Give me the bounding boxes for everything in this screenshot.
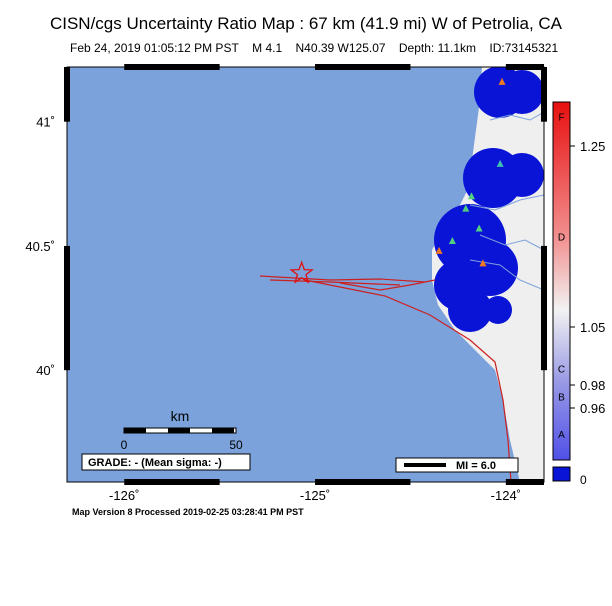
colorbar-grade-letter: A <box>558 430 565 441</box>
fault-lines <box>259 275 512 482</box>
lon-tick-label: -124˚ <box>491 488 521 503</box>
uncertainty-blobs <box>434 67 544 332</box>
frame-ticks <box>64 64 547 485</box>
colorbar-zero-label: 0 <box>580 473 587 487</box>
colorbar-grade-letter: F <box>558 113 564 124</box>
scalebar-end: 50 <box>229 438 243 452</box>
station-triangle-icon <box>479 259 487 267</box>
event-depth: Depth: 11.1km <box>398 41 477 55</box>
colorbar-grade-letter: B <box>558 393 565 404</box>
lat-tick-label: 40.5˚ <box>25 239 55 254</box>
event-info: Feb 24, 2019 01:05:12 PM PST M 4.1 N40.3… <box>70 41 568 55</box>
station-triangle-icon <box>498 77 506 85</box>
colorbar: F D C B A 1.25 1.05 0.98 0.96 0 <box>552 101 605 487</box>
grade-box <box>81 453 251 471</box>
scalebar-start: 0 <box>121 438 128 452</box>
colorbar-tick-label: 0.96 <box>580 401 605 416</box>
colorbar-tick-label: 0.98 <box>580 378 605 393</box>
station-triangle-icon <box>475 224 483 232</box>
lat-tick-labels: 41˚ 40.5˚ 40˚ <box>25 115 55 379</box>
station-triangle-icon <box>462 204 470 212</box>
grade-text: GRADE: - (Mean sigma: -) <box>88 457 222 469</box>
station-markers <box>435 77 506 267</box>
event-id: ID:73145321 <box>489 41 559 55</box>
station-triangle-icon <box>496 159 504 167</box>
lon-tick-labels: -126˚ -125˚ -124˚ <box>109 488 521 503</box>
mi-legend-box <box>395 457 519 473</box>
rivers <box>469 111 544 291</box>
map-version-footer: Map Version 8 Processed 2019-02-25 03:28… <box>72 507 304 517</box>
colorbar-grade-letter: D <box>558 233 565 244</box>
station-triangle-icon <box>435 246 443 254</box>
colorbar-tick-label: 1.05 <box>580 320 605 335</box>
station-triangle-icon <box>448 236 456 244</box>
lat-tick-label: 41˚ <box>36 115 55 130</box>
event-magnitude: M 4.1 <box>252 41 283 55</box>
event-date: Feb 24, 2019 01:05:12 PM PST <box>70 41 239 55</box>
mi-legend-text: MI = 6.0 <box>456 460 496 472</box>
lat-tick-label: 40˚ <box>36 363 55 378</box>
colorbar-zero-swatch <box>552 466 571 482</box>
event-location: N40.39 W125.07 <box>295 41 386 55</box>
colorbar-grade-letter: C <box>558 364 565 375</box>
lon-tick-label: -125˚ <box>300 488 330 503</box>
colorbar-tick-label: 1.25 <box>580 139 605 154</box>
epicenter-star-icon <box>289 260 314 284</box>
scalebar-title: km <box>171 408 190 424</box>
scale-bar: km 0 50 <box>121 408 243 452</box>
map-title: CISN/cgs Uncertainty Ratio Map : 67 km (… <box>49 14 563 33</box>
lon-tick-label: -126˚ <box>109 488 139 503</box>
station-triangle-icon <box>467 192 475 200</box>
